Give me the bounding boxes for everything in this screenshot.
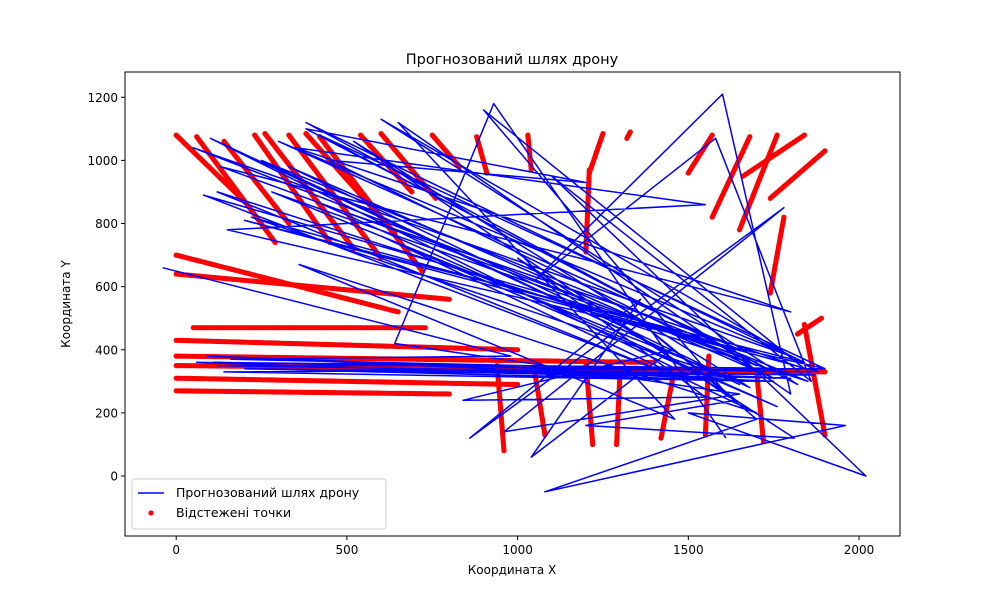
tracked-point <box>822 369 828 375</box>
x-tick-label: 0 <box>172 543 180 557</box>
tracked-point <box>409 189 415 195</box>
y-tick-label: 800 <box>95 217 118 231</box>
tracked-point <box>767 195 773 201</box>
tracked-point-track <box>173 375 521 388</box>
legend-box <box>131 478 387 530</box>
tracked-point-track <box>767 214 787 296</box>
tracked-point-track <box>586 131 606 176</box>
y-tick-label: 1200 <box>87 91 118 105</box>
tracked-point <box>419 268 425 274</box>
legend-label-points: Відстежені точки <box>176 505 291 520</box>
tracked-point-track <box>736 132 780 233</box>
chart-title: Прогнозований шлях дрону <box>406 52 619 68</box>
tracked-point-track <box>190 325 428 331</box>
tracked-point <box>590 441 596 448</box>
y-tick-label: 400 <box>95 343 118 357</box>
tracked-point-track <box>173 271 452 302</box>
tracked-point-track <box>685 132 715 176</box>
tracked-point <box>446 391 452 397</box>
y-tick-label: 0 <box>110 470 118 484</box>
tracked-point-track <box>767 148 828 201</box>
legend-scatter-swatch <box>148 510 154 516</box>
tracked-point <box>736 227 743 233</box>
y-tick-label: 200 <box>95 406 118 420</box>
tracked-point-track <box>709 134 753 220</box>
tracked-point-track <box>795 315 825 337</box>
tracked-point <box>395 309 401 315</box>
tracked-point <box>515 381 521 388</box>
tracked-point-track <box>614 369 623 448</box>
tracked-point <box>515 347 521 353</box>
tracked-point-track <box>624 129 633 141</box>
y-tick-label: 1000 <box>87 154 118 168</box>
tracked-point <box>709 214 715 220</box>
tracked-point <box>501 448 507 454</box>
tracked-point-track <box>583 359 596 448</box>
x-tick-label: 2000 <box>844 543 875 557</box>
y-tick-label: 600 <box>95 280 118 294</box>
tracked-point <box>795 331 801 337</box>
plot-frame <box>124 71 901 537</box>
legend-label-path: Прогнозований шлях дрону <box>176 485 360 500</box>
tracked-point-track <box>173 252 401 315</box>
predicted-path-line <box>162 93 867 493</box>
y-axis: 0 200 400 600 800 1000 1200 <box>87 91 125 484</box>
tracked-point <box>685 170 691 176</box>
tracked-point <box>658 435 664 441</box>
tracked-point <box>624 135 630 141</box>
x-axis-label: Координата X <box>468 563 557 577</box>
legend: Прогнозований шлях дрону Відстежені точк… <box>131 478 387 530</box>
tracked-point-track <box>173 388 452 397</box>
tracked-point <box>286 220 292 227</box>
x-tick-label: 500 <box>335 543 358 557</box>
tracked-point <box>446 296 452 302</box>
tracked-point <box>767 290 773 296</box>
y-axis-label: Координата Y <box>59 260 73 348</box>
x-tick-label: 1000 <box>502 543 533 557</box>
tracked-point <box>614 441 620 448</box>
x-tick-label: 1500 <box>673 543 704 557</box>
tracked-point-track <box>474 134 490 176</box>
tracked-point <box>422 325 428 331</box>
x-axis: 0 500 1000 1500 2000 <box>172 536 874 557</box>
line-layer <box>162 93 867 493</box>
